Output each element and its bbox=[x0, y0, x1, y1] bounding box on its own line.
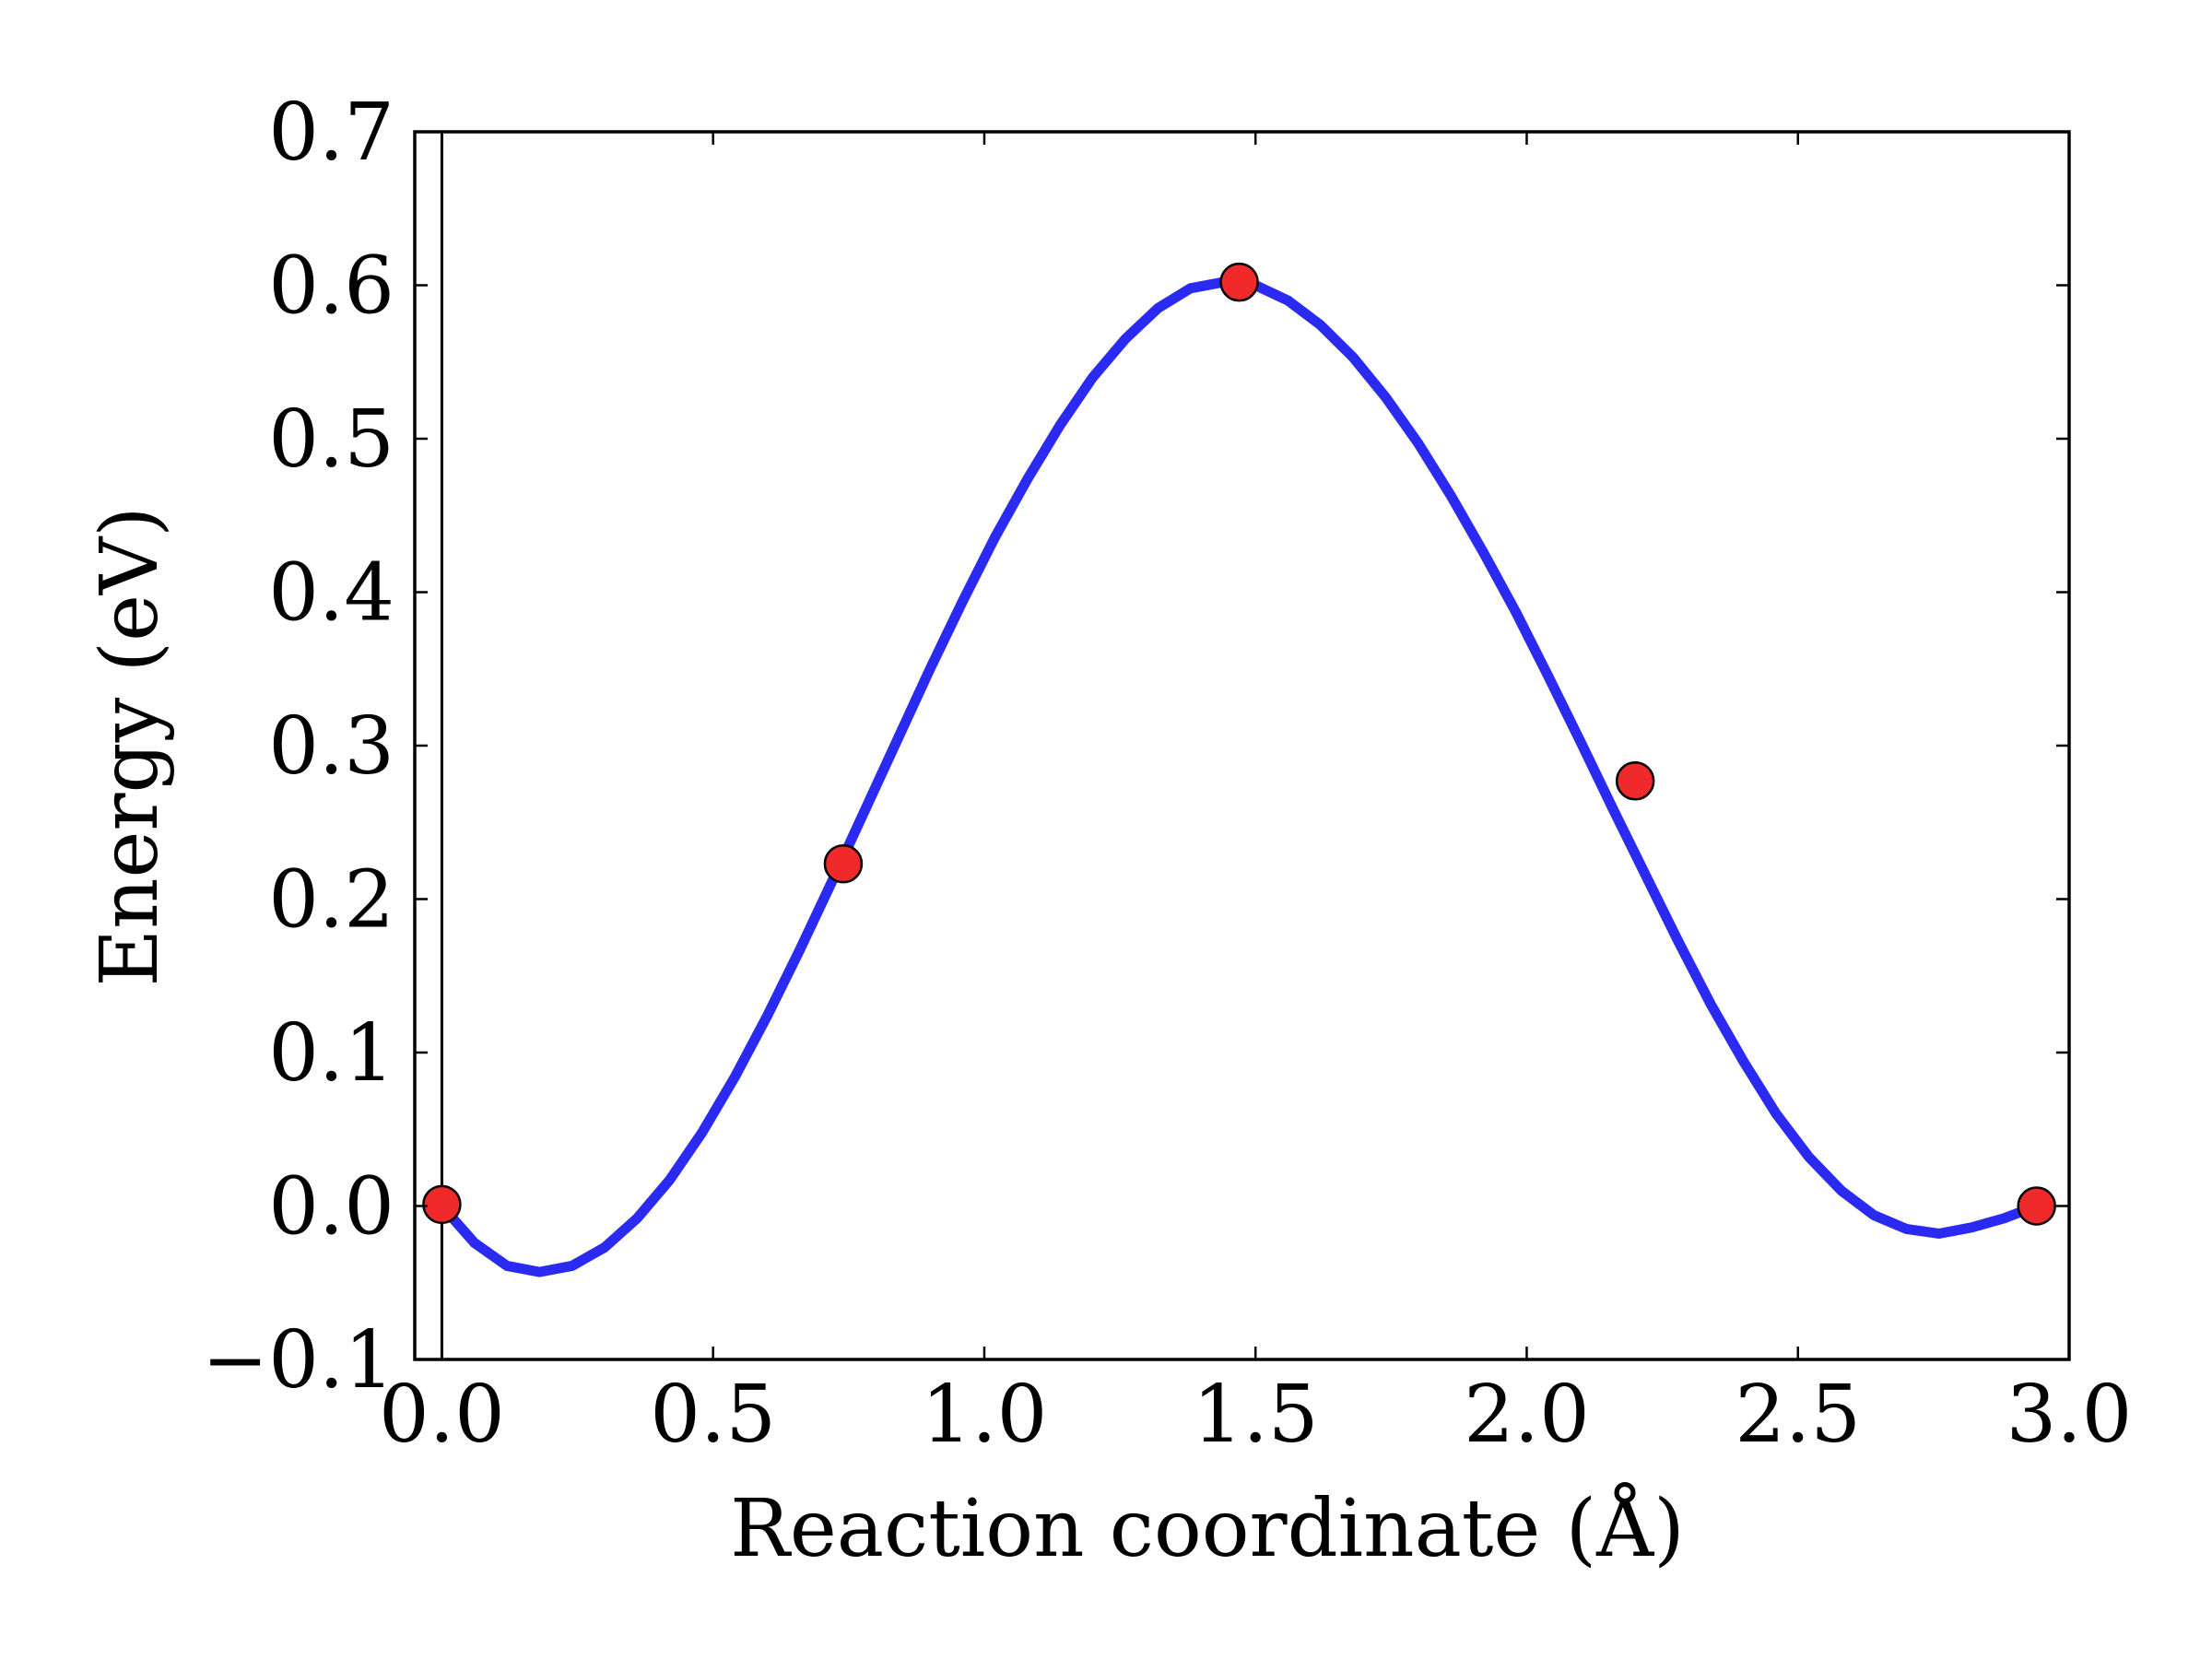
image-energy-point bbox=[823, 843, 864, 884]
y-tick-label: 0.0 bbox=[268, 1161, 394, 1253]
image-energy-point bbox=[1615, 761, 1655, 801]
image-energy-point bbox=[422, 1184, 462, 1225]
y-tick-label: 0.5 bbox=[268, 394, 394, 486]
plot-area bbox=[422, 132, 2056, 1359]
y-tick-label: 0.3 bbox=[268, 700, 394, 793]
x-tick-label: 3.0 bbox=[2006, 1369, 2133, 1461]
y-tick-label: 0.2 bbox=[268, 854, 394, 947]
x-axis-label: Reaction coordinate (Å) bbox=[730, 1482, 1685, 1575]
x-tick-label: 2.5 bbox=[1735, 1369, 1861, 1461]
x-tick-label: 0.5 bbox=[650, 1369, 776, 1461]
y-axis-label: Energy (eV) bbox=[84, 506, 176, 986]
image-energy-point bbox=[2017, 1186, 2056, 1226]
axis-ticks: 0.0 0.5 1.0 1.5 2.0 2.5 3.0−0.10.00.10.20.30.4… bbox=[202, 87, 2132, 1461]
x-tick-label: 1.5 bbox=[1193, 1369, 1319, 1461]
y-tick-label: −0.1 bbox=[202, 1314, 394, 1406]
y-tick-label: 0.7 bbox=[268, 87, 394, 179]
x-tick-label: 1.0 bbox=[922, 1369, 1048, 1461]
x-tick-label: 0.0 bbox=[379, 1369, 505, 1461]
y-tick-label: 0.1 bbox=[268, 1007, 394, 1100]
energy-curve-line bbox=[438, 276, 2039, 1277]
x-tick-label: 2.0 bbox=[1464, 1369, 1590, 1461]
y-tick-label: 0.4 bbox=[268, 547, 394, 640]
y-tick-label: 0.6 bbox=[268, 241, 394, 333]
image-energy-point bbox=[1219, 262, 1259, 302]
